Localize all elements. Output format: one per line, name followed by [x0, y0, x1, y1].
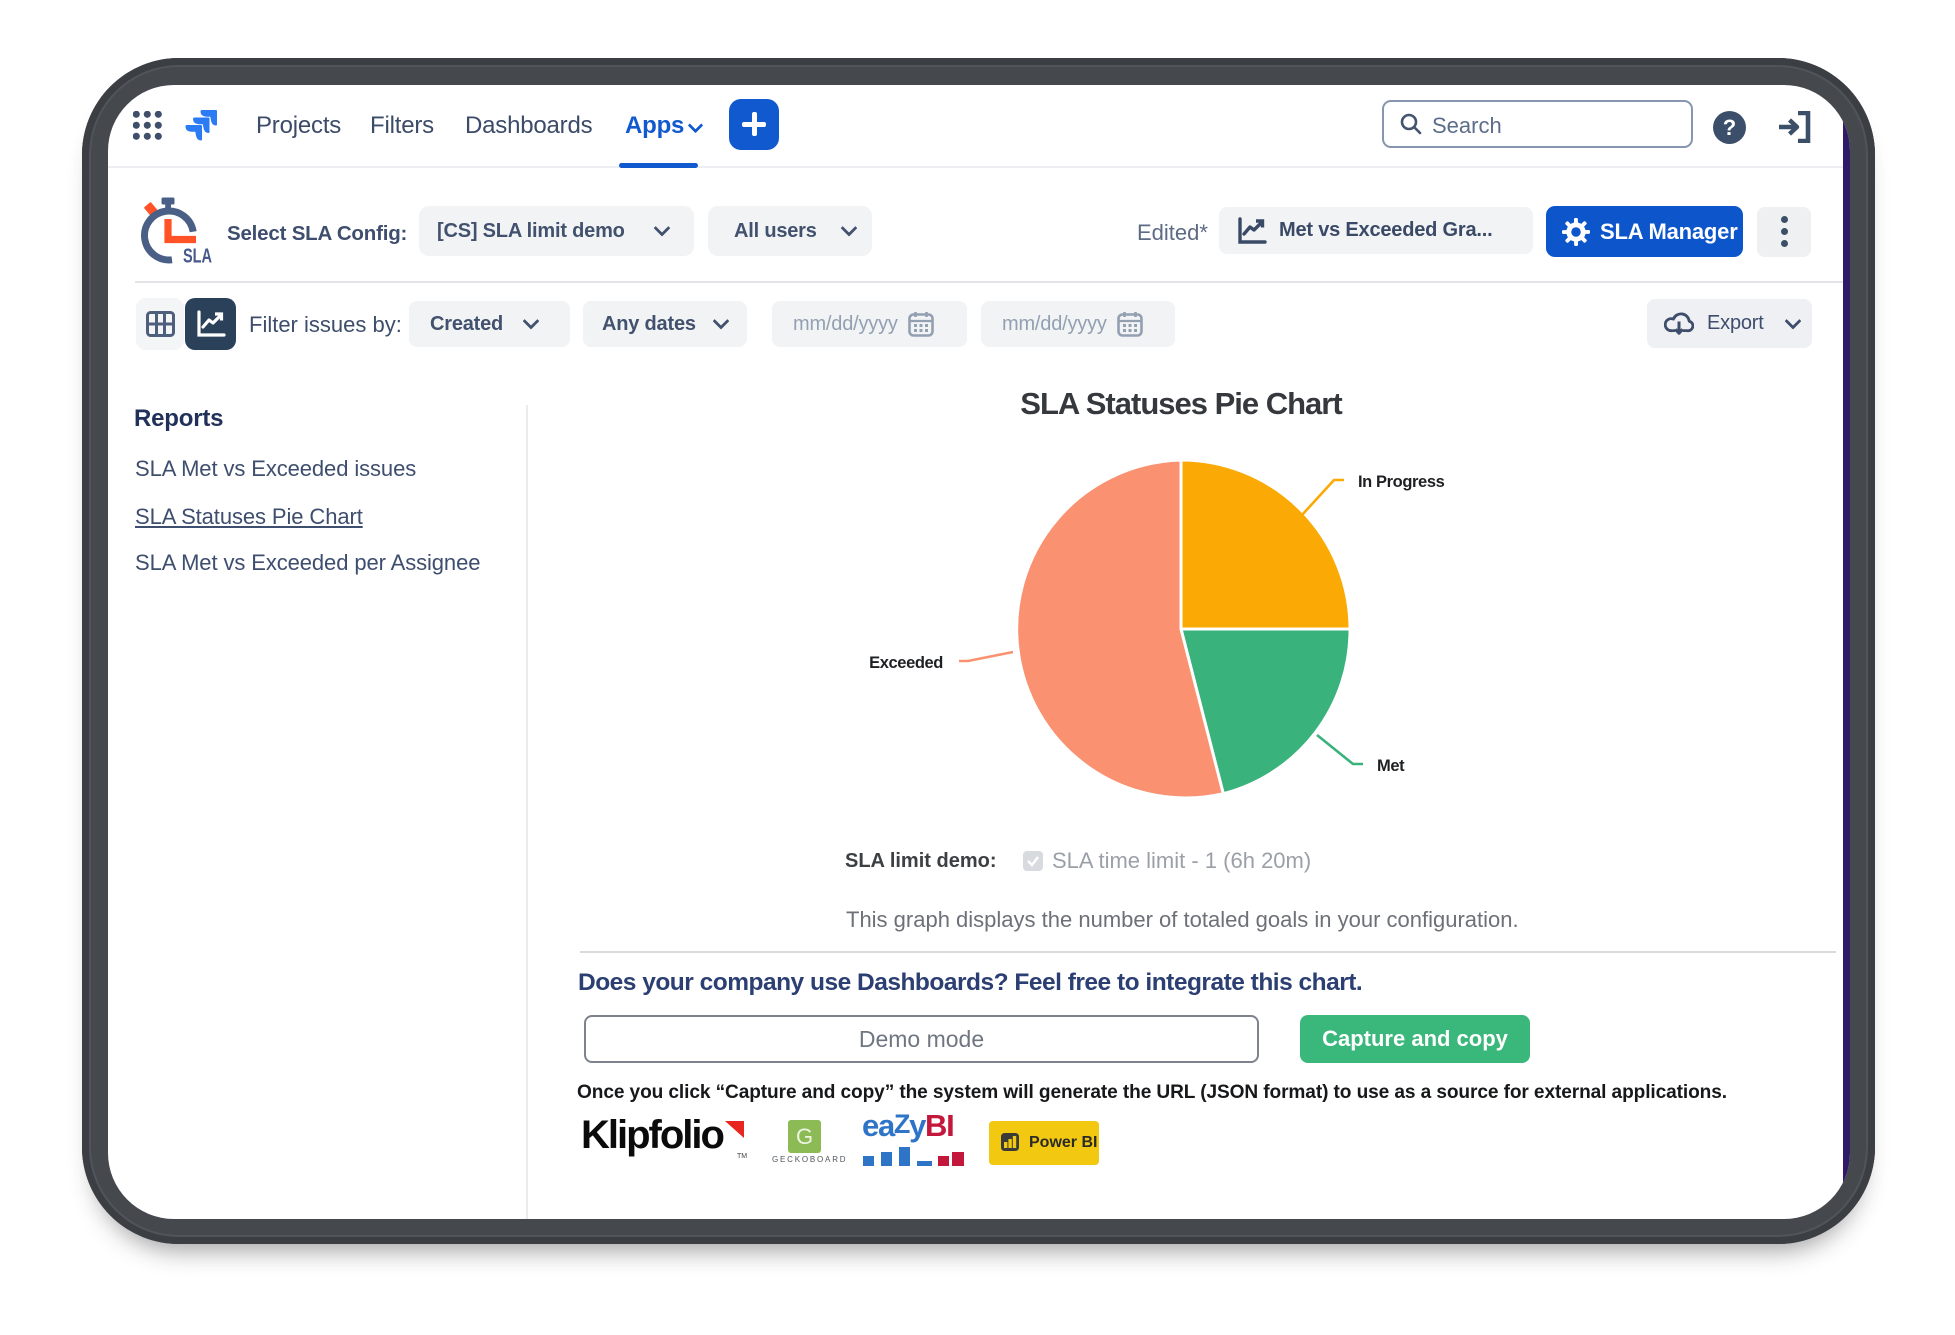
svg-text:In Progress: In Progress: [1358, 473, 1445, 491]
svg-text:Met: Met: [1377, 757, 1405, 775]
svg-text:Exceeded: Exceeded: [869, 654, 943, 672]
svg-text:SLA: SLA: [183, 246, 212, 268]
